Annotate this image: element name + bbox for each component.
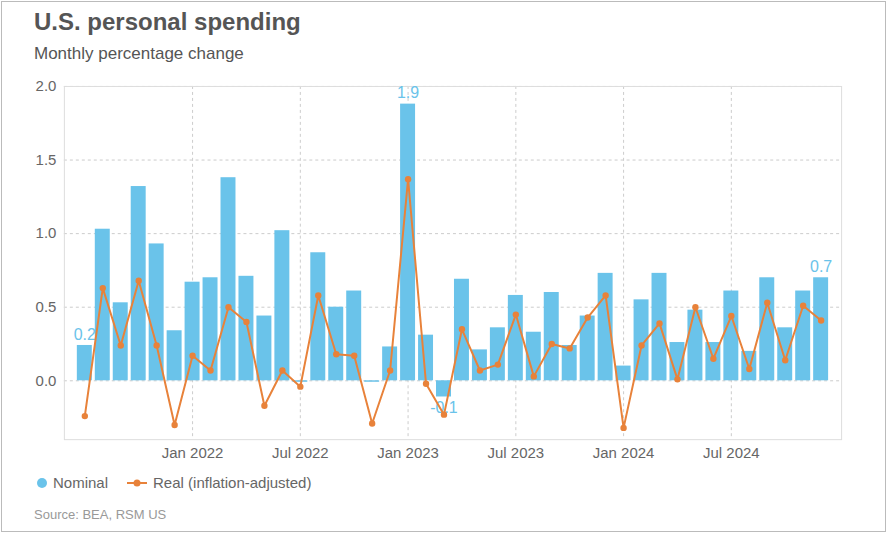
svg-text:0.0: 0.0	[36, 372, 57, 389]
svg-text:0.2: 0.2	[74, 326, 96, 343]
html-text:U.S. personal spending: U.S. personal spending	[34, 8, 301, 35]
html-text:Real (inflation-adjusted): Real (inflation-adjusted)	[153, 474, 312, 491]
svg-text:Jan 2022: Jan 2022	[162, 444, 224, 461]
svg-text:1.9: 1.9	[397, 84, 419, 101]
svg-text:Jul 2022: Jul 2022	[272, 444, 329, 461]
svg-text:-0.1: -0.1	[430, 399, 458, 417]
svg-text:0.5: 0.5	[36, 298, 57, 315]
html-text:Monthly percentage change: Monthly percentage change	[34, 44, 244, 63]
html-text:Source: BEA, RSM US: Source: BEA, RSM US	[34, 507, 167, 522]
svg-text:1.5: 1.5	[36, 151, 57, 168]
svg-text:Jul 2024: Jul 2024	[703, 444, 760, 461]
svg-text:Jan 2024: Jan 2024	[593, 444, 655, 461]
svg-text:2.0: 2.0	[36, 77, 57, 94]
svg-text:Jul 2023: Jul 2023	[488, 444, 545, 461]
svg-text:0.7: 0.7	[810, 258, 832, 275]
svg-text:Jan 2023: Jan 2023	[377, 444, 439, 461]
svg-text:1.0: 1.0	[36, 224, 57, 241]
html-text:Nominal: Nominal	[53, 474, 108, 491]
